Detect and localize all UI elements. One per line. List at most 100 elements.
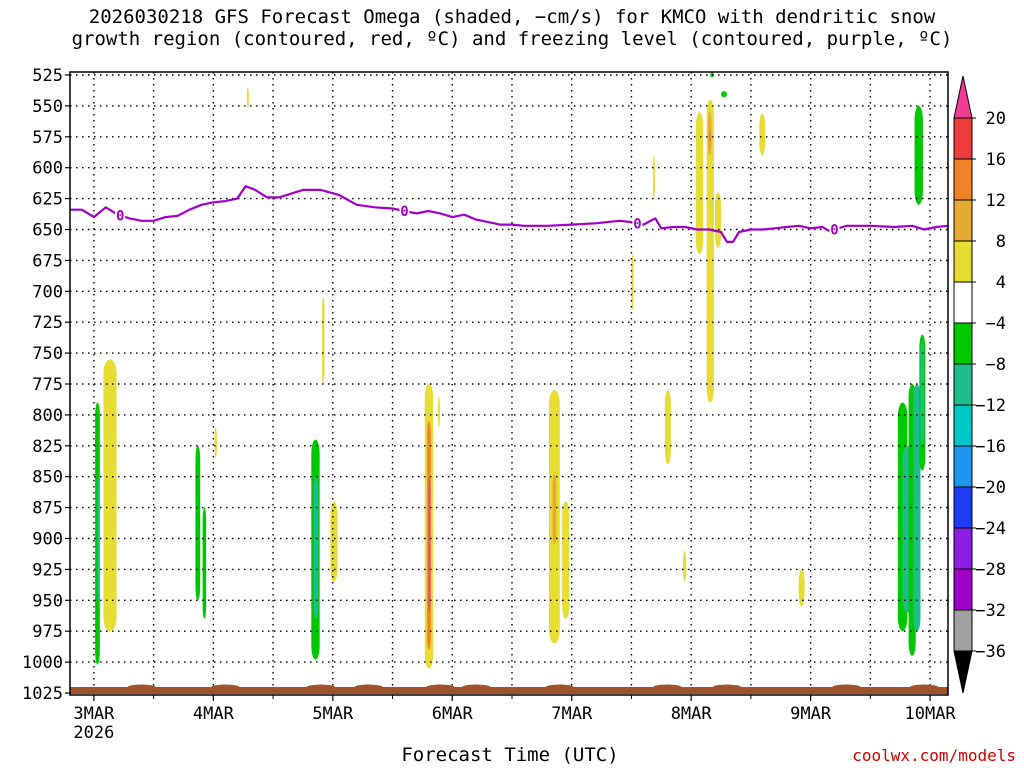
terrain-bump (832, 684, 861, 690)
terrain-band (70, 684, 948, 694)
x-tick-label: 5MAR (312, 704, 354, 724)
y-tick-label: 550 (32, 97, 63, 117)
x-tick-label: 4MAR (193, 704, 235, 724)
omega-region (715, 192, 722, 249)
y-tick-label: 600 (32, 159, 63, 179)
omega-region (695, 112, 704, 255)
freezing-level-line (70, 185, 949, 243)
y-tick-label: 525 (32, 66, 63, 86)
colorbar-box (953, 281, 973, 324)
grid (70, 72, 948, 695)
omega-region (195, 445, 201, 601)
y-tick-label: 675 (32, 251, 63, 271)
terrain-bump (653, 684, 682, 690)
omega-region (721, 91, 728, 98)
y-tick-label: 875 (32, 499, 63, 519)
omega-region (428, 476, 431, 613)
omega-region (97, 476, 100, 601)
omega-region (437, 396, 440, 428)
terrain-bump (426, 684, 455, 690)
omega-region (214, 427, 217, 459)
colorbar-label: −8 (986, 355, 1006, 375)
colorbar-label: −4 (986, 314, 1006, 334)
omega-region (562, 501, 570, 619)
colorbar-box (953, 404, 973, 447)
colorbar-bottom-arrow (953, 650, 973, 694)
y-tick-label: 575 (32, 128, 63, 148)
colorbar-box (953, 527, 973, 570)
colorbar-label: −32 (975, 601, 1006, 621)
freezing-label-bg (829, 221, 840, 238)
colorbar-label: 8 (996, 232, 1006, 252)
freezing-label-bg (632, 215, 643, 232)
credit-text: coolwx.com/models (852, 746, 1016, 765)
omega-region (920, 340, 925, 446)
omega-region (313, 476, 319, 619)
terrain-band (70, 687, 948, 694)
freezing-label-bg (399, 202, 410, 219)
chart-title: 2026030218 GFS Forecast Omega (shaded, −… (0, 6, 1024, 50)
y-tick-label: 1000 (22, 653, 63, 673)
y-tick-label: 825 (32, 437, 63, 457)
colorbar-box (953, 158, 973, 201)
axes: 525 550 575 600 625 650 675 700 725 750 775 800 825 8… (22, 66, 956, 743)
freezing-label: 0 (116, 208, 124, 224)
colorbar-label: 12 (986, 191, 1006, 211)
omega-region (631, 254, 634, 310)
y-tick-label: 800 (32, 406, 63, 426)
omega-region (330, 501, 338, 582)
x-tick-label: 3MAR (73, 704, 115, 724)
y-tick-label: 850 (32, 468, 63, 488)
x-tick-label: 7MAR (551, 704, 593, 724)
colorbar-label: −16 (975, 437, 1006, 457)
colorbar: 20 16 12 8 4 −4 −8 −12 −16 −20 −24 −28 −32 −36 (953, 75, 1006, 694)
colorbar-label: −24 (975, 519, 1006, 539)
freezing-label-bg (115, 207, 126, 224)
colorbar-top-arrow (953, 75, 973, 119)
omega-region (103, 359, 117, 632)
freezing-label: 0 (400, 204, 408, 220)
colorbar-label: −20 (975, 478, 1006, 498)
freezing-label: 0 (830, 223, 838, 239)
y-tick-label: 725 (32, 313, 63, 333)
y-tick-label: 975 (32, 622, 63, 642)
omega-region (682, 550, 687, 582)
chart-title-line2: growth region (contoured, red, ºC) and f… (71, 28, 953, 50)
y-tick-label: 950 (32, 591, 63, 611)
colorbar-label: 16 (986, 150, 1006, 170)
x-tick-label: 10MAR (904, 704, 956, 724)
omega-region (798, 569, 805, 607)
omega-region (552, 474, 557, 545)
terrain-bump (127, 684, 156, 690)
y-tick-label: 650 (32, 221, 63, 241)
x-tick-sublabel: 2026 (73, 723, 114, 743)
terrain-bump (713, 684, 742, 690)
omega-region (709, 130, 712, 143)
omega-region (914, 105, 923, 205)
terrain-bump (910, 684, 939, 690)
y-tick-label: 625 (32, 190, 63, 210)
y-tick-label: 700 (32, 282, 63, 302)
y-tick-label: 900 (32, 530, 63, 550)
omega-region (706, 99, 714, 403)
omega-region (246, 87, 249, 109)
omega-region (652, 155, 655, 199)
colorbar-box (953, 117, 973, 160)
omega-region (202, 507, 207, 619)
colorbar-box (953, 322, 973, 365)
x-tick-label: 8MAR (671, 704, 713, 724)
x-tick-label: 9MAR (790, 704, 832, 724)
terrain-bump (545, 684, 574, 690)
colorbar-label: −28 (975, 560, 1006, 580)
terrain-bump (306, 684, 335, 690)
colorbar-box (953, 240, 973, 283)
omega-region (322, 297, 325, 384)
x-tick-label: 6MAR (432, 704, 474, 724)
colorbar-label: 4 (996, 273, 1006, 293)
x-axis-label: Forecast Time (UTC) (401, 744, 619, 766)
colorbar-label: 20 (986, 109, 1006, 129)
y-tick-label: 775 (32, 375, 63, 395)
terrain-bump (462, 684, 491, 690)
chart-title-line1: 2026030218 GFS Forecast Omega (shaded, −… (88, 6, 936, 28)
y-tick-label: 1025 (22, 684, 63, 704)
